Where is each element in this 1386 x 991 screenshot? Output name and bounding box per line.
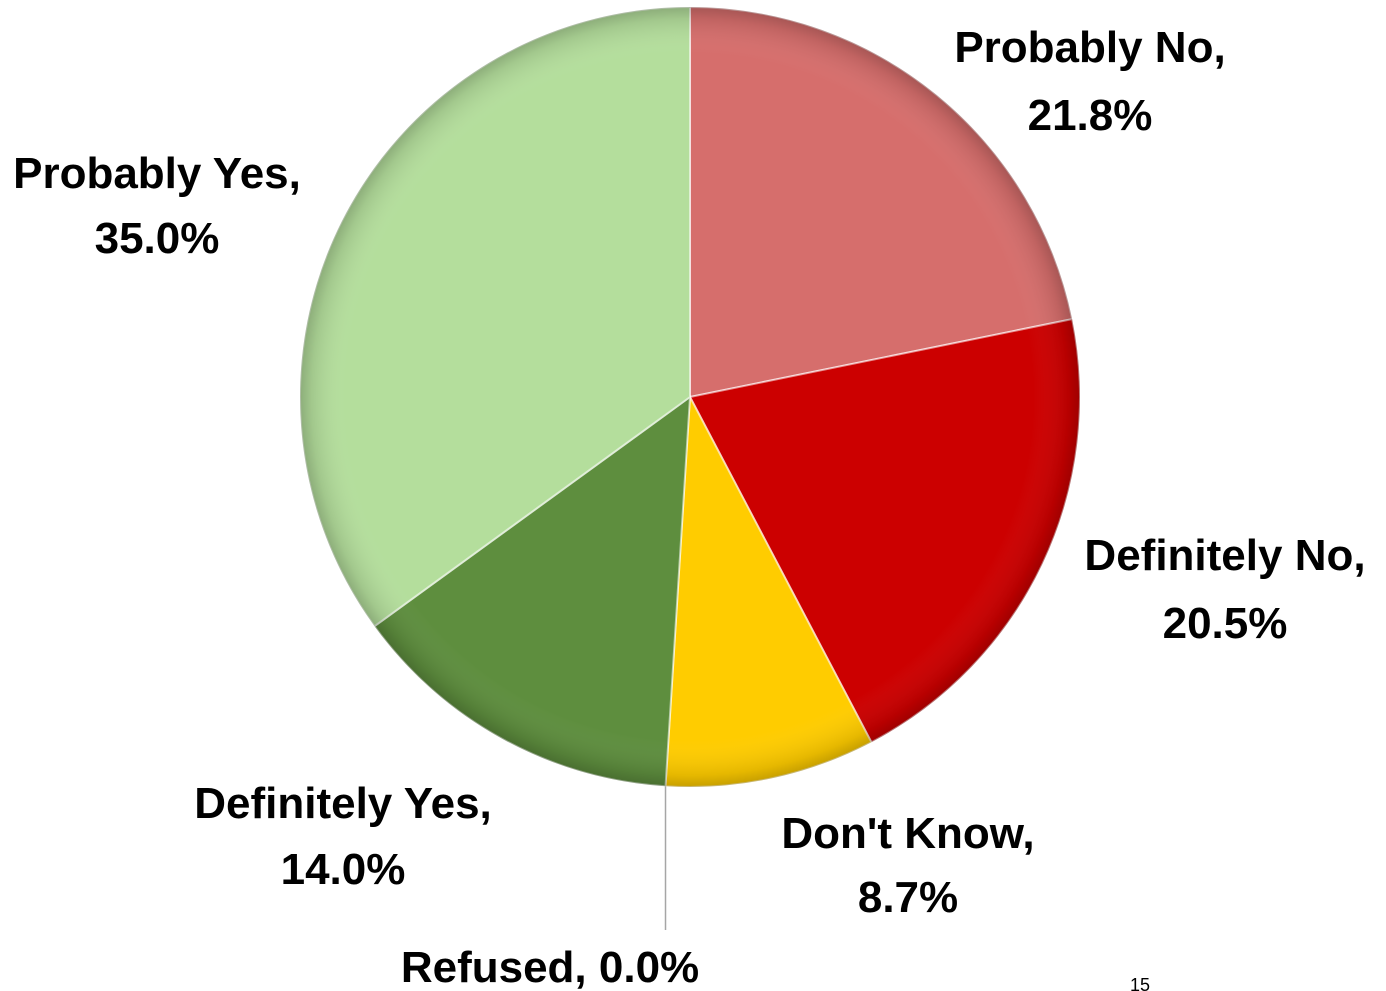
data-label-don-t-know-value: 8.7% [858, 873, 958, 922]
data-label-refused: Refused, 0.0% [401, 943, 699, 991]
data-label-probably-yes-value: 35.0% [95, 214, 220, 263]
data-label-probably-yes-category: Probably Yes, [13, 149, 301, 198]
data-label-definitely-yes-value: 14.0% [281, 845, 406, 894]
pie-rim-shading [300, 7, 1080, 787]
page-number: 15 [1130, 975, 1150, 991]
data-label-probably-no-category: Probably No, [954, 23, 1225, 72]
data-label-definitely-no-value: 20.5% [1163, 599, 1288, 648]
data-label-definitely-no-category: Definitely No, [1084, 531, 1365, 580]
data-label-don-t-know-category: Don't Know, [781, 809, 1034, 858]
data-label-definitely-yes-category: Definitely Yes, [194, 779, 492, 828]
data-labels: Probably No, 21.8% Definitely No, 20.5% Don'… [13, 23, 1365, 991]
data-label-probably-no-value: 21.8% [1028, 91, 1153, 140]
